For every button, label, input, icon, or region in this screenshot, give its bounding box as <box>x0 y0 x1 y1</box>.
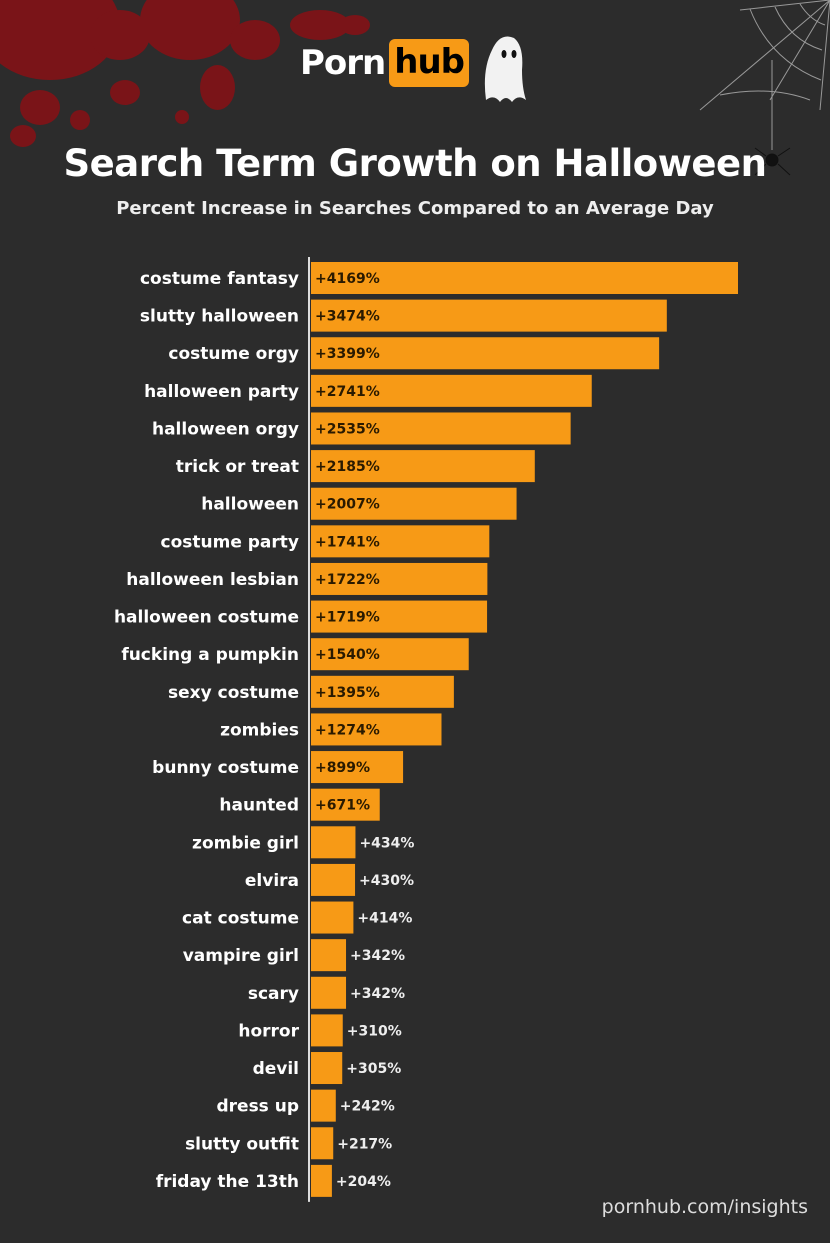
bar <box>311 487 517 520</box>
data-label: +342% <box>350 986 405 1002</box>
bar <box>311 976 347 1009</box>
data-label: +1719% <box>315 610 380 626</box>
data-label: +430% <box>359 873 414 889</box>
category-label: friday the 13th <box>156 1172 299 1192</box>
data-label: +414% <box>357 911 412 927</box>
category-label: vampire girl <box>183 946 299 966</box>
category-label: cat costume <box>182 909 299 929</box>
pornhub-logo: Porn hub <box>300 38 469 88</box>
category-label: slutty halloween <box>140 307 299 327</box>
category-label: horror <box>238 1021 299 1041</box>
bar <box>311 1164 332 1197</box>
bar <box>311 299 667 332</box>
category-label: devil <box>253 1059 299 1079</box>
bar <box>311 751 404 784</box>
category-label: bunny costume <box>152 758 299 778</box>
data-label: +2185% <box>315 459 380 475</box>
data-label: +2741% <box>315 384 380 400</box>
category-label: costume orgy <box>168 344 299 364</box>
category-label: halloween costume <box>114 608 299 628</box>
bar <box>311 675 454 708</box>
bar <box>311 450 535 483</box>
category-label: fucking a pumpkin <box>121 645 299 665</box>
bar <box>311 412 571 445</box>
data-label: +1274% <box>315 722 380 738</box>
spider-icon <box>754 147 791 176</box>
chart-title: Search Term Growth on Halloween <box>63 142 767 185</box>
data-label: +342% <box>350 948 405 964</box>
bar <box>311 374 592 407</box>
spider-web-icon <box>699 0 830 176</box>
category-label: scary <box>248 984 299 1004</box>
data-label: +899% <box>315 760 370 776</box>
data-label: +1540% <box>315 647 380 663</box>
category-label: haunted <box>219 796 299 816</box>
bar <box>311 713 442 746</box>
data-label: +242% <box>340 1099 395 1115</box>
data-label: +1741% <box>315 534 380 550</box>
category-label: zombies <box>220 720 299 740</box>
bar <box>311 1052 343 1085</box>
category-label: halloween orgy <box>152 419 299 439</box>
data-label: +1722% <box>315 572 380 588</box>
data-label: +204% <box>336 1174 391 1190</box>
bar <box>311 1089 336 1122</box>
bar <box>311 826 356 859</box>
data-label: +3399% <box>315 346 380 362</box>
category-label: slutty outfit <box>185 1134 299 1154</box>
bar <box>311 262 738 294</box>
bar <box>311 1014 343 1047</box>
bar <box>311 337 660 370</box>
bar <box>311 939 347 972</box>
category-label: costume fantasy <box>140 269 299 289</box>
data-label: +1395% <box>315 685 380 701</box>
footer-link[interactable]: pornhub.com/insights <box>601 1196 808 1218</box>
category-label: halloween <box>201 495 299 515</box>
bar <box>311 1127 334 1160</box>
bar <box>311 901 354 934</box>
category-label: halloween party <box>144 382 299 402</box>
bar <box>311 638 469 671</box>
category-label: halloween lesbian <box>126 570 299 590</box>
chart-subtitle: Percent Increase in Searches Compared to… <box>116 198 714 219</box>
bar <box>311 788 380 821</box>
data-label: +671% <box>315 798 370 814</box>
category-label: trick or treat <box>176 457 299 477</box>
category-label: sexy costume <box>168 683 299 703</box>
logo-text-porn: Porn <box>300 43 386 83</box>
bar <box>311 863 356 896</box>
data-label: +434% <box>359 835 414 851</box>
bar <box>311 562 488 595</box>
data-label: +2535% <box>315 421 380 437</box>
bar-chart: costume fantasy +4169% slutty halloween +34… <box>114 257 738 1202</box>
category-label: zombie girl <box>192 833 299 853</box>
category-label: costume party <box>161 532 300 552</box>
category-label: dress up <box>216 1097 299 1117</box>
bar <box>311 525 490 558</box>
ghost-icon <box>484 36 526 102</box>
data-label: +2007% <box>315 497 380 513</box>
bar <box>311 600 488 633</box>
data-label: +3474% <box>315 309 380 325</box>
data-label: +310% <box>347 1023 402 1039</box>
logo-text-hub: hub <box>389 39 469 87</box>
data-label: +217% <box>337 1136 392 1152</box>
data-label: +305% <box>346 1061 401 1077</box>
category-label: elvira <box>245 871 299 891</box>
data-label: +4169% <box>315 271 380 287</box>
